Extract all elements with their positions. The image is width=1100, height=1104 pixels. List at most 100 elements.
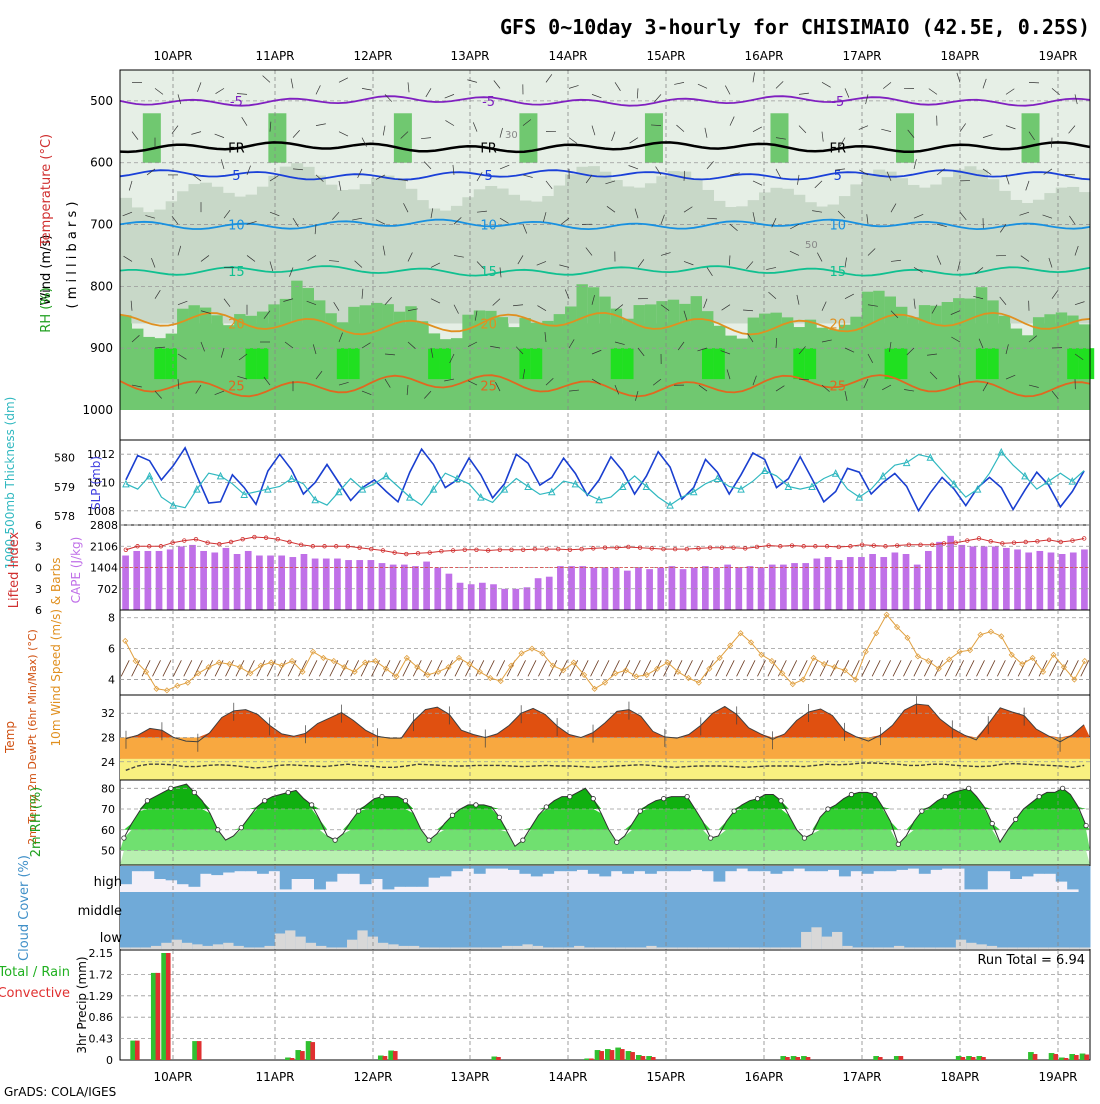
surface-wind-barb-18 xyxy=(309,660,317,676)
cloud-middle-bar-31 xyxy=(474,892,486,918)
bottom-date-label-0: 10APR xyxy=(153,1070,192,1084)
isotherm-label-0-0: -5 xyxy=(230,95,243,110)
cape-bar-52 xyxy=(702,566,709,610)
cape-bar-45 xyxy=(624,571,631,610)
cloud-low-bar-47 xyxy=(605,947,616,949)
cape-bar-16 xyxy=(301,554,308,610)
cloud-low-bar-17 xyxy=(295,937,306,949)
rh2m-point-117 xyxy=(1037,794,1041,798)
cape-bar-49 xyxy=(669,566,676,610)
temp-tick-1: 28 xyxy=(101,732,115,745)
rh2m-point-57 xyxy=(568,794,572,798)
precip-convective-bar-46 xyxy=(599,1051,604,1060)
rh2m-point-90 xyxy=(826,807,830,811)
cape-bar-27 xyxy=(423,562,430,610)
cloud-high-bar-52 xyxy=(713,866,725,882)
cape-tick-0: 702 xyxy=(97,583,118,596)
cape-bar-9 xyxy=(223,548,230,610)
rh-light-cell-19 xyxy=(337,190,349,323)
rh-light-cell-70 xyxy=(919,188,931,324)
cloud-low-bar-62 xyxy=(760,947,771,949)
surface-wind-barb-54 xyxy=(684,660,692,676)
cloud-low-bar-61 xyxy=(749,947,760,949)
cloud-low-bar-36 xyxy=(491,947,502,949)
cloud-middle-bar-53 xyxy=(725,892,737,918)
cloud-middle-bar-57 xyxy=(770,892,782,918)
cloud-middle-bar-28 xyxy=(440,892,452,918)
top-date-label-8: 18APR xyxy=(940,49,979,63)
rh2m-point-3 xyxy=(145,799,149,803)
li-ylabel: Lifted Index xyxy=(7,531,22,608)
cloud-low-bar-87 xyxy=(1018,947,1029,949)
rh-mid-cell-40 xyxy=(576,284,588,410)
rh2m-band-0 xyxy=(120,851,1090,866)
rh-mid-cell-14 xyxy=(280,299,292,410)
rh-light-cell-8 xyxy=(211,187,223,324)
cloud-high-bar-70 xyxy=(919,866,931,874)
rh-light-cell-30 xyxy=(462,197,474,323)
rh-mid-cell-0 xyxy=(120,315,132,410)
cloud-middle-bar-50 xyxy=(691,892,703,918)
cloud-low-bar-79 xyxy=(935,947,946,949)
cloud-high-bar-59 xyxy=(793,866,805,869)
cloud-middle-bar-19 xyxy=(337,892,349,918)
surface-wind-barb-8 xyxy=(205,660,213,676)
cloud-high-bar-27 xyxy=(428,866,440,878)
cape-bar-78 xyxy=(992,546,999,610)
cape-bar-30 xyxy=(457,583,464,610)
cloud-low-bg-58 xyxy=(719,918,730,949)
cloud-high-bar-71 xyxy=(930,866,942,870)
rh2m-band-1 xyxy=(120,830,1090,851)
cloud-middle-bar-43 xyxy=(611,892,623,918)
cape-bar-65 xyxy=(847,557,854,610)
cape-bar-35 xyxy=(512,589,519,610)
rh-mid-cell-45 xyxy=(634,305,646,410)
cloud-low-bar-51 xyxy=(646,946,657,949)
slp-ylabel: SLP (mb) xyxy=(89,456,103,510)
cloud-high-bar-19 xyxy=(337,866,349,874)
cloud-high-bar-2 xyxy=(143,866,155,871)
cloud-middle-bar-69 xyxy=(907,892,919,918)
cloud-high-bar-28 xyxy=(440,866,452,876)
cloud-high-bar-54 xyxy=(736,866,748,869)
upper-ylabel-mb: ( m i l l i b a r s ) xyxy=(65,202,80,309)
bottom-date-label-1: 11APR xyxy=(255,1070,294,1084)
cloud-middle-bar-17 xyxy=(314,892,326,918)
rh-light-cell-29 xyxy=(451,206,463,324)
cloud-middle-bar-34 xyxy=(508,892,520,918)
temp-ylabel-1: Temp xyxy=(3,721,17,754)
cloud-low-bar-0 xyxy=(120,947,131,949)
cloud-low-bg-38 xyxy=(512,918,523,949)
cloud-low-bg-64 xyxy=(780,918,791,949)
pressure-tick-4: 900 xyxy=(90,341,113,355)
cloud-high-bar-78 xyxy=(1010,866,1022,879)
pressure-tick-5: 1000 xyxy=(82,403,113,417)
cloud-low-bg-27 xyxy=(399,918,410,949)
isotherm-label-5-0: 20 xyxy=(228,317,245,332)
rh2m-point-111 xyxy=(990,821,994,825)
cloud-middle-bar-68 xyxy=(896,892,908,918)
cloud-high-bar-79 xyxy=(1022,866,1034,876)
cloud-middle-bar-8 xyxy=(211,892,223,918)
top-date-label-2: 12APR xyxy=(353,49,392,63)
cape-bar-39 xyxy=(557,566,564,610)
rh2m-band-2 xyxy=(120,809,1090,830)
rh-light-cell-3 xyxy=(154,210,166,324)
cloud-high-bar-3 xyxy=(154,866,166,879)
cloud-low-bar-33 xyxy=(461,947,472,949)
cloud-middle-bar-26 xyxy=(417,892,429,918)
cloud-low-bar-37 xyxy=(502,946,513,949)
li-tick-3: 3 xyxy=(35,583,42,596)
cloud-low-bar-60 xyxy=(739,947,750,949)
precip-convective-bar-47 xyxy=(610,1050,615,1060)
precip-convective-bar-73 xyxy=(878,1057,883,1060)
isotherm-label-6-1: 25 xyxy=(480,379,497,394)
surface-wind-barb-5 xyxy=(173,660,181,676)
rh-mid-cell-61 xyxy=(816,328,828,410)
cloud-high-bar-39 xyxy=(565,866,577,871)
cloud-low-bar-64 xyxy=(780,947,791,949)
cloud-low-bg-75 xyxy=(894,918,905,949)
precip-convective-bar-81 xyxy=(960,1057,965,1060)
cloud-high-bar-84 xyxy=(1079,866,1091,892)
isotherm-label-0-1: -5 xyxy=(482,95,495,110)
